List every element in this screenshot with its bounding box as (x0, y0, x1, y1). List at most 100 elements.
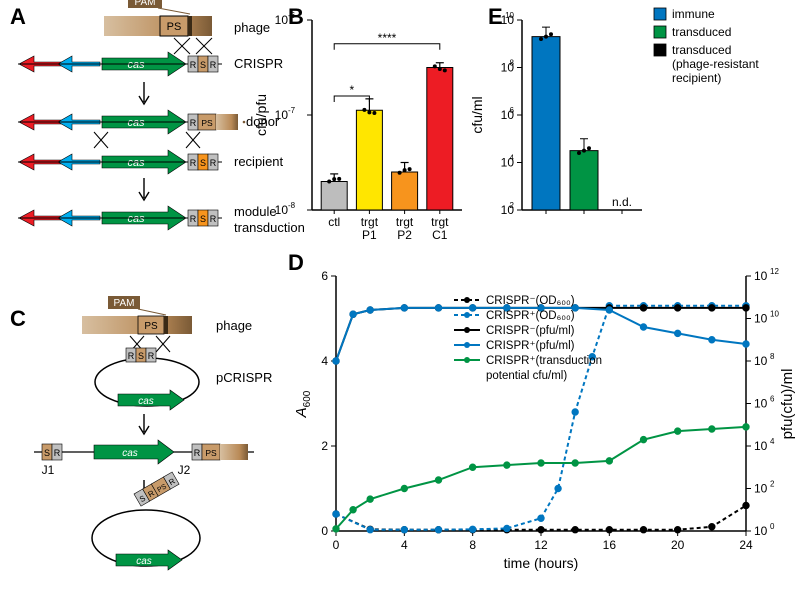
recipient-label: recipient (234, 154, 284, 169)
svg-text:CRISPR⁻(pfu/ml): CRISPR⁻(pfu/ml) (486, 325, 575, 337)
svg-text:R: R (210, 158, 217, 168)
svg-text:PS: PS (205, 448, 217, 458)
svg-text:CRISPR⁺(pfu/ml): CRISPR⁺(pfu/ml) (486, 340, 575, 352)
svg-text:trgt: trgt (361, 215, 379, 229)
svg-text:R: R (190, 158, 197, 168)
svg-text:P1: P1 (362, 228, 377, 242)
svg-text:10: 10 (754, 524, 768, 538)
svg-text:8: 8 (510, 59, 515, 68)
svg-text:cas: cas (127, 213, 145, 225)
svg-text:10: 10 (275, 108, 289, 122)
svg-text:R: R (210, 60, 217, 70)
svg-text:12: 12 (770, 267, 779, 276)
svg-text:P2: P2 (397, 228, 412, 242)
module-row: cas R S R (18, 206, 222, 230)
svg-text:cas: cas (127, 117, 145, 129)
svg-text:20: 20 (671, 538, 685, 552)
svg-text:R: R (148, 351, 155, 361)
svg-text:trgt: trgt (431, 215, 449, 229)
svg-text:8: 8 (469, 538, 476, 552)
svg-text:0: 0 (321, 524, 328, 538)
svg-text:16: 16 (603, 538, 617, 552)
svg-text:10: 10 (754, 482, 768, 496)
donor-row: cas R PS (18, 110, 245, 134)
svg-text:PS: PS (201, 118, 213, 128)
svg-text:****: **** (378, 31, 397, 45)
svg-text:R: R (190, 118, 197, 128)
svg-text:2: 2 (510, 201, 515, 210)
svg-text:2: 2 (770, 480, 775, 489)
recipient-row: cas R S R (18, 150, 222, 174)
svg-text:12: 12 (534, 538, 548, 552)
svg-text:6: 6 (770, 395, 775, 404)
panel-b: 10-6 10-7 10-8 cfu/pfu ***** ctltrgtP1tr… (253, 11, 462, 242)
svg-text:C1: C1 (432, 228, 448, 242)
svg-text:(phage-resistant: (phage-resistant (672, 57, 759, 71)
svg-text:cas: cas (122, 448, 138, 459)
svg-text:24: 24 (739, 538, 753, 552)
svg-text:PS: PS (144, 321, 158, 332)
svg-text:A600: A600 (293, 390, 313, 418)
svg-text:R: R (210, 214, 217, 224)
svg-text:0: 0 (770, 522, 775, 531)
svg-text:S: S (200, 214, 206, 224)
crispr-label: CRISPR (234, 56, 283, 71)
svg-text:cas: cas (138, 396, 154, 407)
svg-text:10: 10 (505, 11, 514, 20)
svg-text:recipient): recipient) (672, 71, 721, 85)
svg-text:4: 4 (770, 437, 775, 446)
svg-text:transduced: transduced (672, 25, 731, 39)
svg-text:10: 10 (754, 354, 768, 368)
cas-label-1: cas (127, 59, 145, 71)
svg-text:2: 2 (321, 439, 328, 453)
svg-text:S: S (44, 448, 50, 458)
svg-text:trgt: trgt (396, 215, 414, 229)
pam-tag: PAM (135, 0, 156, 8)
panel-label-a: A (10, 4, 26, 29)
panel-label-c: C (10, 306, 26, 331)
svg-text:10: 10 (275, 203, 289, 217)
svg-text:n.d.: n.d. (612, 195, 632, 209)
svg-text:-8: -8 (288, 201, 296, 210)
svg-text:CRISPR⁺(transduction: CRISPR⁺(transduction (486, 355, 602, 367)
panel-d: A600 pfu(cfu)/ml time (hours) 0246 10010… (293, 267, 796, 571)
svg-text:8: 8 (770, 352, 775, 361)
svg-text:4: 4 (510, 154, 515, 163)
svg-text:R: R (194, 448, 201, 458)
panel-e: 1021041061081010 cfu/ml n.d. immunetrans… (469, 7, 759, 217)
svg-text:ctl: ctl (328, 215, 340, 229)
svg-text:cas: cas (136, 556, 152, 567)
c-phage-label: phage (216, 318, 252, 333)
module-label-2: transduction (234, 220, 305, 235)
d-xlabel: time (hours) (504, 555, 579, 571)
svg-text:J1: J1 (42, 463, 55, 477)
svg-text:S: S (200, 158, 206, 168)
svg-text:*: * (349, 83, 354, 97)
panel-c: PS PAM phage R S R cas pCRI (34, 296, 272, 570)
ps-label: PS (167, 21, 182, 33)
svg-text:R: R (128, 351, 135, 361)
svg-text:-7: -7 (288, 106, 296, 115)
c-pcrispr-label: pCRISPR (216, 370, 272, 385)
svg-text:CRISPR⁻(OD₆₀₀): CRISPR⁻(OD₆₀₀) (486, 295, 575, 307)
svg-text:10: 10 (770, 310, 779, 319)
svg-text:S: S (200, 60, 206, 70)
svg-text:10: 10 (275, 13, 289, 27)
svg-text:R: R (190, 214, 197, 224)
svg-text:4: 4 (401, 538, 408, 552)
svg-text:S: S (138, 351, 144, 361)
svg-text:J2: J2 (178, 463, 191, 477)
svg-text:immune: immune (672, 7, 715, 21)
panelB-ylabel: cfu/pfu (253, 94, 269, 136)
svg-text:CRISPR⁺(OD₆₀₀): CRISPR⁺(OD₆₀₀) (486, 310, 575, 322)
svg-text:PAM: PAM (114, 298, 135, 309)
svg-text:transduced: transduced (672, 43, 731, 57)
module-label-1: module (234, 204, 277, 219)
d-ylabel-right: pfu(cfu)/ml (779, 369, 796, 440)
svg-text:cas: cas (127, 157, 145, 169)
svg-text:6: 6 (510, 106, 515, 115)
svg-text:10: 10 (754, 397, 768, 411)
svg-text:6: 6 (321, 269, 328, 283)
svg-text:4: 4 (321, 354, 328, 368)
phage-label: phage (234, 20, 270, 35)
